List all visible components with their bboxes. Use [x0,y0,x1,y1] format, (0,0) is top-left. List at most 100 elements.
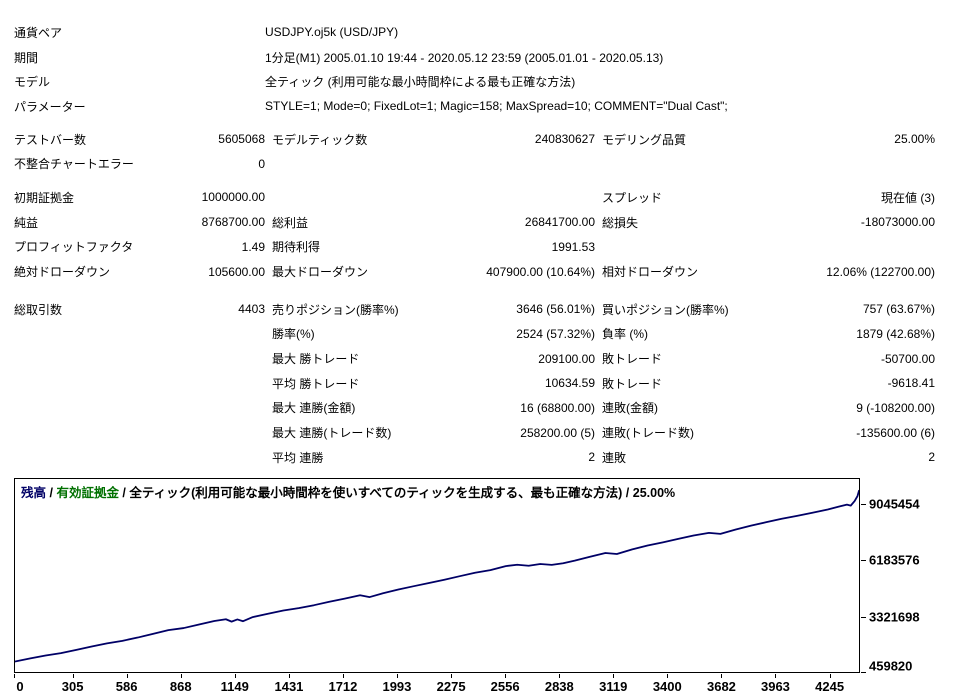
x-axis-label: 1431 [274,679,304,694]
report-label: モデル [14,75,51,90]
report-value: 全ティック (利用可能な最小時間枠による最も正確な方法) [265,75,576,90]
report-label: 売りポジション(勝率%) [272,302,399,317]
x-axis-tick [721,674,723,678]
report-value: 10634.59 [544,376,595,391]
report-row: 不整合チャートエラー 0 [14,151,935,176]
report-value: -18073000.00 [860,215,935,230]
x-axis-tick [14,674,15,678]
report-label: 連敗(トレード数) [602,426,694,441]
report-row: テストバー数 5605068 モデルティック数 240830627 モデリング品質 25.… [14,127,935,152]
x-axis-label: 1712 [328,679,358,694]
report-label: 最大ドローダウン [272,265,369,280]
x-axis-label: 1993 [382,679,412,694]
legend-separator: / [118,486,130,500]
report-value: -9618.41 [887,376,935,391]
chart-legend: 残高 / 有効証拠金 / 全ティック(利用可能な最小時間枠を使いすべてのティック… [21,482,675,501]
report-label: 敗トレード [602,376,663,391]
x-axis-label: 3682 [706,679,736,694]
x-axis-label: 305 [61,679,84,694]
report-label: 平均 勝トレード [272,376,360,391]
x-axis-label: 3963 [760,679,790,694]
x-axis-label: 3400 [652,679,682,694]
report-info-row: 期間 1分足(M1) 2005.01.10 19:44 - 2020.05.12 … [14,45,935,70]
report-label: 総利益 [272,215,309,230]
report-value: -135600.00 (6) [856,425,935,440]
report-row: 純益 8768700.00 総利益 26841700.00 総損失 -18073000.0… [14,210,935,235]
x-axis-label: 4245 [815,679,845,694]
report-label: パラメーター [14,99,86,114]
report-label: 総取引数 [14,302,63,317]
report-stat-sections: テストバー数 5605068 モデルティック数 240830627 モデリング品質 25.… [14,127,935,470]
report-label: 勝率(%) [272,327,315,342]
report-value: 25.00% [894,132,935,147]
report-row: 平均 勝トレード 10634.59 敗トレード -9618.41 [14,371,935,396]
report-label: 敗トレード [602,352,663,367]
report-value: 8768700.00 [201,215,265,230]
x-axis-label: 3119 [599,679,628,694]
x-axis-tick [288,674,290,678]
backtest-report: 通貨ペア USDJPY.oj5k (USD/JPY) 期間 1分足(M1) 2005.… [14,20,935,470]
report-row: 初期証拠金 1000000.00 スプレッド 現在値 (3) [14,185,935,210]
x-axis: 0 305 586 868 1149 1431 1712 1993 2275 2556 2838 31… [14,674,860,696]
report-value: 4403 [238,302,265,317]
report-section: テストバー数 5605068 モデルティック数 240830627 モデリング品質 25.… [14,127,935,176]
report-label: 買いポジション(勝率%) [602,302,729,317]
report-row: 最大 連勝(トレード数) 258200.00 (5) 連敗(トレード数) -13560… [14,420,935,445]
report-value: STYLE=1; Mode=0; FixedLot=1; Magic=158; … [265,99,728,114]
x-axis-tick [559,674,561,678]
report-label: 連敗 [602,450,627,465]
report-value: 5605068 [218,132,265,147]
report-value: 209100.00 [538,351,595,366]
report-label: 最大 連勝(金額) [272,401,356,416]
legend-separator: / [46,486,57,500]
report-value: 0 [258,156,265,171]
x-axis-tick [451,674,453,678]
balance-chart: 残高 / 有効証拠金 / 全ティック(利用可能な最小時間枠を使いすべてのティック… [14,478,860,673]
report-row: 絶対ドローダウン 105600.00 最大ドローダウン 407900.00 (10.6… [14,259,935,284]
report-label: 総損失 [602,215,639,230]
report-label: 連敗(金額) [602,401,658,416]
legend-separator: / [622,486,633,500]
report-row: 総取引数 4403 売りポジション(勝率%) 3646 (56.01%) 買いポジション… [14,297,935,322]
report-value: USDJPY.oj5k (USD/JPY) [265,25,399,40]
report-value: 12.06% (122700.00) [826,264,935,279]
report-info-row: パラメーター STYLE=1; Mode=0; FixedLot=1; Magic… [14,94,935,119]
x-axis-tick [829,674,831,678]
report-section: 総取引数 4403 売りポジション(勝率%) 3646 (56.01%) 買いポジション… [14,297,935,470]
legend-balance-label: 残高 [21,486,47,500]
x-axis-tick [342,674,344,678]
x-axis-label: 586 [115,679,138,694]
x-axis-label: 1149 [220,679,249,694]
x-axis-label: 2275 [436,679,466,694]
x-axis-label: 0 [16,679,24,694]
y-axis-tick [861,616,866,618]
report-label: 相対ドローダウン [602,265,699,280]
report-value: 1000000.00 [201,190,265,205]
x-axis-label: 2838 [544,679,574,694]
report-section: 初期証拠金 1000000.00 スプレッド 現在値 (3) 純益 8768700.00 総… [14,185,935,284]
report-value: 258200.00 (5) [520,425,595,440]
y-axis-tick [861,672,866,673]
report-row: 最大 勝トレード 209100.00 敗トレード -50700.00 [14,346,935,371]
report-value: 2524 (57.32%) [516,326,595,341]
y-axis-label: 459820 [869,658,913,674]
legend-equity-label: 有効証拠金 [56,486,119,500]
x-axis-tick [505,674,507,678]
report-row: 勝率(%) 2524 (57.32%) 負率 (%) 1879 (42.68%) [14,322,935,347]
report-value: 407900.00 (10.64%) [486,264,595,279]
report-label: 平均 連勝 [272,450,324,465]
report-label: 最大 勝トレード [272,352,360,367]
report-value: 240830627 [534,132,595,147]
y-axis-label: 6183576 [869,552,920,568]
report-info-row: モデル 全ティック (利用可能な最小時間枠による最も正確な方法) [14,69,935,94]
report-label: スプレッド [602,190,663,205]
report-value: 1.49 [241,239,265,254]
report-value: -50700.00 [880,351,935,366]
y-axis-label: 3321698 [869,609,920,625]
y-axis-tick [861,504,866,506]
x-axis-tick [234,674,236,678]
report-label: 期間 [14,50,39,65]
report-label: 最大 連勝(トレード数) [272,426,392,441]
report-label: 不整合チャートエラー [14,157,134,172]
report-label: 負率 (%) [602,327,648,342]
